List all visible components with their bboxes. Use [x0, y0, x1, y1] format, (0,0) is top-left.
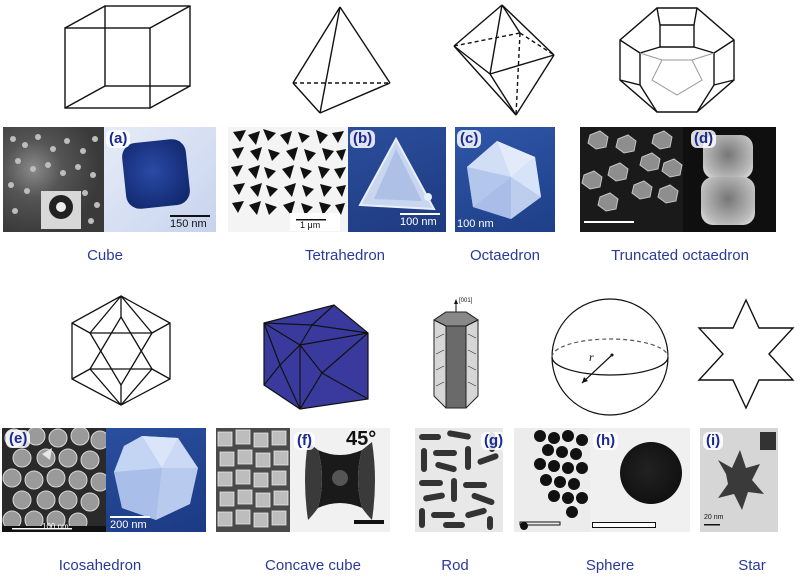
star-drawing: [697, 298, 795, 410]
caption-tetrahedron: Tetrahedron: [304, 247, 386, 264]
cube-particle: [120, 137, 192, 211]
rod-axis-label: [001]: [459, 298, 473, 304]
truncated-octahedron-tem-panel: [683, 127, 776, 232]
tetrahedron-scale-label: 100 nm: [400, 216, 437, 228]
panel-label-b: (b): [350, 130, 376, 148]
panel-label-d: (d): [691, 130, 717, 148]
octahedron-tem-panel: 100 nm: [455, 127, 555, 232]
sphere-scale-bar: [592, 522, 656, 528]
caption-octaedron: Octaedron: [469, 247, 541, 264]
concave-cube-angle-label: 45°: [346, 428, 377, 450]
icosahedron-scale-bar: [110, 516, 150, 518]
caption-concave-cube: Concave cube: [265, 557, 361, 574]
tetrahedron-inset-scale-label: 1 μm: [300, 220, 321, 230]
caption-cube: Cube: [87, 247, 123, 264]
icosahedron-scale-label: 200 nm: [110, 519, 147, 531]
rod-drawing: [433, 299, 479, 409]
tetrahedron-sem-panel: 1 μm: [228, 127, 348, 232]
concave-cube-drawing: [263, 304, 369, 410]
panel-label-a: (a): [106, 130, 131, 148]
cube-scale-bar: [170, 215, 210, 217]
cube-drawing: [64, 5, 191, 109]
caption-rod: Rod: [441, 557, 469, 574]
panel-label-f: (f): [294, 432, 315, 450]
sphere-sem-panel: [514, 428, 590, 532]
panel-label-h: (h): [593, 432, 619, 450]
icosahedron-drawing: [71, 295, 171, 406]
sphere-particle: [620, 442, 682, 504]
icosahedron-tem-panel: 200 nm: [106, 428, 206, 532]
tetrahedron-drawing: [292, 6, 391, 114]
caption-icosahedron: Icosahedron: [58, 557, 142, 574]
sphere-radius-label: r: [589, 350, 594, 364]
icosahedron-inset-scale-label: 100 nm: [42, 522, 69, 531]
sphere-drawing: [551, 298, 669, 416]
caption-truncated-octaedron: Truncated octaedron: [611, 247, 749, 264]
caption-sphere: Sphere: [585, 557, 635, 574]
cube-scale-label: 150 nm: [170, 218, 207, 230]
truncated-octahedron-particle-bottom: [701, 177, 755, 225]
truncated-octahedron-sem-panel: [580, 127, 683, 232]
star-scale-label: 20 nm: [704, 514, 724, 521]
octahedron-scale-label: 100 nm: [457, 218, 494, 230]
cube-sem-panel: [3, 127, 104, 232]
truncated-octahedron-drawing: [619, 7, 735, 113]
panel-label-c: (c): [457, 130, 482, 148]
octahedron-drawing: [453, 4, 555, 116]
concave-cube-sem-panel: [216, 428, 290, 532]
panel-label-i: (i): [703, 432, 724, 450]
panel-label-e: (e): [6, 430, 31, 448]
caption-star: Star: [738, 557, 766, 574]
panel-label-g: (g): [481, 432, 507, 450]
tetrahedron-scale-bar: [400, 213, 440, 215]
